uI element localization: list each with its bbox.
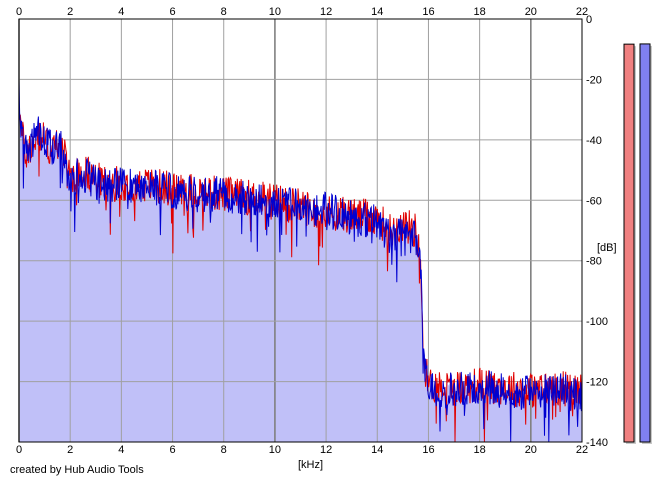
series-line-left [18,105,583,443]
y-axis-label: [dB] [597,242,617,254]
x-axis-label: [kHz] [298,459,323,471]
y-tick-label: 0 [586,14,592,26]
x-tick-label-top: 20 [525,6,537,18]
x-tick-label-top: 12 [320,6,332,18]
x-tick-label-bottom: 14 [371,444,383,456]
level-meters [623,43,652,445]
credit-text: created by Hub Audio Tools [10,464,144,476]
x-tick-label-bottom: 4 [118,444,124,456]
x-tick-label-bottom: 2 [67,444,73,456]
y-tick-label: -60 [586,195,602,207]
y-tick-label: -40 [586,135,602,147]
y-tick-label: -20 [586,74,602,86]
y-axis: 0 -20 -40 -60 -80 -100 -120 -140 [586,14,608,449]
plot-frame [18,18,583,443]
y-tick-label: -100 [586,316,608,328]
x-tick-label-top: 2 [67,6,73,18]
x-tick-label-bottom: 6 [169,444,175,456]
series-line-right [18,80,583,443]
spectrum-fill [19,84,582,442]
x-tick-label-bottom: 10 [269,444,281,456]
x-tick-label-top: 22 [576,6,588,18]
x-tick-label-top: 18 [474,6,486,18]
x-tick-label-top: 4 [118,6,124,18]
y-tick-label: -140 [586,437,608,449]
x-tick-label-top: 14 [371,6,383,18]
spectrum-area [19,84,582,442]
x-tick-label-top: 10 [269,6,281,18]
x-tick-label-bottom: 22 [576,444,588,456]
y-tick-label: -120 [586,377,608,389]
x-tick-label-top: 0 [16,6,22,18]
level-meter-left [623,43,635,443]
x-tick-label-bottom: 16 [422,444,434,456]
x-tick-label-top: 8 [221,6,227,18]
x-tick-label-bottom: 8 [221,444,227,456]
x-axis-bottom: 0 2 4 6 8 10 12 14 16 18 20 22 [16,444,588,456]
x-tick-label-bottom: 12 [320,444,332,456]
x-tick-label-bottom: 20 [525,444,537,456]
x-tick-label-bottom: 18 [474,444,486,456]
x-axis-top: 0 2 4 6 8 10 12 14 16 18 20 22 [16,6,588,18]
spectrum-series [18,80,583,443]
level-meter-right [639,43,651,443]
y-tick-label: -80 [586,256,602,268]
plot-border [18,18,583,443]
x-tick-label-bottom: 0 [16,444,22,456]
x-tick-label-top: 16 [422,6,434,18]
x-tick-label-top: 6 [169,6,175,18]
